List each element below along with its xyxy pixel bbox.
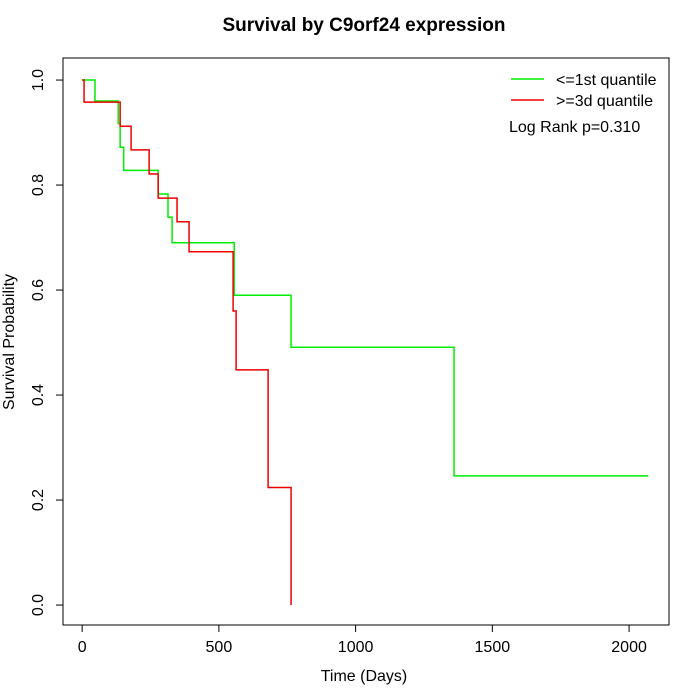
y-tick-label: 0.6	[30, 279, 47, 301]
y-tick-label: 0.8	[30, 174, 47, 196]
legend-label: <=1st quantile	[556, 72, 657, 89]
x-tick-label: 500	[206, 639, 233, 656]
x-tick-label: 1000	[338, 639, 374, 656]
y-tick-label: 0.2	[30, 489, 47, 511]
x-tick-label: 2000	[611, 639, 647, 656]
legend-label: >=3d quantile	[556, 93, 653, 110]
y-tick-label: 0.0	[30, 594, 47, 616]
survival-curve	[82, 79, 292, 606]
chart-title: Survival by C9orf24 expression	[222, 15, 505, 36]
y-tick-label: 1.0	[30, 69, 47, 91]
plot-frame	[62, 57, 670, 626]
y-tick-label: 0.4	[30, 384, 47, 406]
annotation: Log Rank p=0.310	[509, 119, 640, 136]
x-axis-label: Time (Days)	[321, 668, 408, 685]
x-tick-label: 1500	[475, 639, 511, 656]
x-tick-label: 0	[78, 639, 87, 656]
y-axis-label: Survival Probability	[1, 274, 18, 410]
survival-curve	[82, 79, 649, 477]
